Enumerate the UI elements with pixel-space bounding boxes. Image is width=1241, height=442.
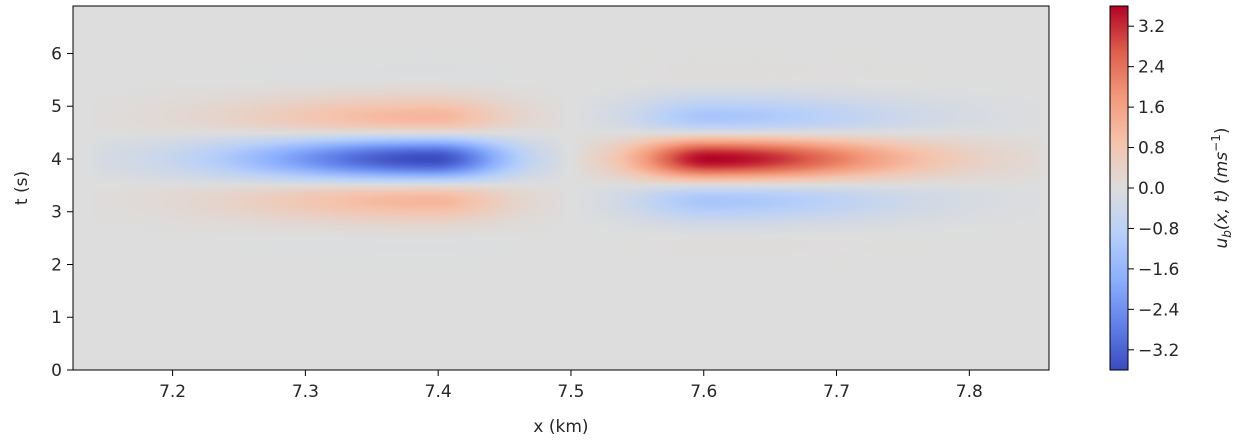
colorbar: 3.2 2.4 1.6 0.8 0.0 −0.8 −1.6 −2.4 −3.2 ub(x, t)…	[1109, 5, 1234, 371]
y-tick-label: 5	[51, 97, 62, 117]
colorbar-tick-label: −1.6	[1138, 260, 1179, 280]
colorbar-tick-label: −3.2	[1138, 341, 1179, 361]
x-axis-ticks: 7.2 7.3 7.4 7.5 7.6 7.7 7.8	[159, 370, 983, 402]
y-axis-label: t (s)	[12, 171, 32, 205]
y-tick-label: 6	[51, 44, 62, 64]
plot-frame	[72, 5, 1050, 371]
colorbar-tick-label: 1.6	[1138, 98, 1165, 118]
y-tick-label: 1	[51, 308, 62, 328]
y-axis-ticks: 0 1 2 3 4 5 6	[51, 44, 73, 381]
x-tick-label: 7.4	[425, 382, 452, 402]
colorbar-tick-label: −0.8	[1138, 219, 1179, 239]
colorbar-gradient	[1110, 6, 1128, 370]
y-tick-label: 0	[51, 361, 62, 381]
colorbar-tick-label: 2.4	[1138, 58, 1165, 78]
x-tick-label: 7.5	[557, 382, 584, 402]
x-tick-label: 7.6	[690, 382, 717, 402]
colorbar-label-end: )	[1212, 127, 1232, 134]
x-tick-label: 7.7	[823, 382, 850, 402]
colorbar-tick-label: 0.8	[1138, 139, 1165, 159]
x-tick-label: 7.3	[292, 382, 319, 402]
colorbar-ticks: 3.2 2.4 1.6 0.8 0.0 −0.8 −1.6 −2.4 −3.2	[1128, 17, 1179, 361]
colorbar-tick-label: 3.2	[1138, 17, 1165, 37]
x-tick-label: 7.2	[159, 382, 186, 402]
colorbar-label-sub: b	[1220, 230, 1234, 238]
x-tick-label: 7.8	[956, 382, 983, 402]
y-tick-label: 4	[51, 150, 62, 170]
colorbar-tick-label: −2.4	[1138, 300, 1179, 320]
colorbar-label: ub(x, t) (ms−1)	[1209, 127, 1234, 248]
y-tick-label: 2	[51, 255, 62, 275]
colorbar-label-u: u	[1212, 238, 1232, 249]
y-tick-label: 3	[51, 203, 62, 223]
colorbar-label-args: (x, t) (ms	[1212, 152, 1232, 230]
colorbar-label-sup: −1	[1209, 134, 1223, 152]
x-axis-label: x (km)	[533, 417, 588, 437]
heatmap-image	[73, 6, 1049, 370]
heatmap-area	[73, 6, 1049, 370]
colorbar-tick-label: 0.0	[1138, 179, 1165, 199]
